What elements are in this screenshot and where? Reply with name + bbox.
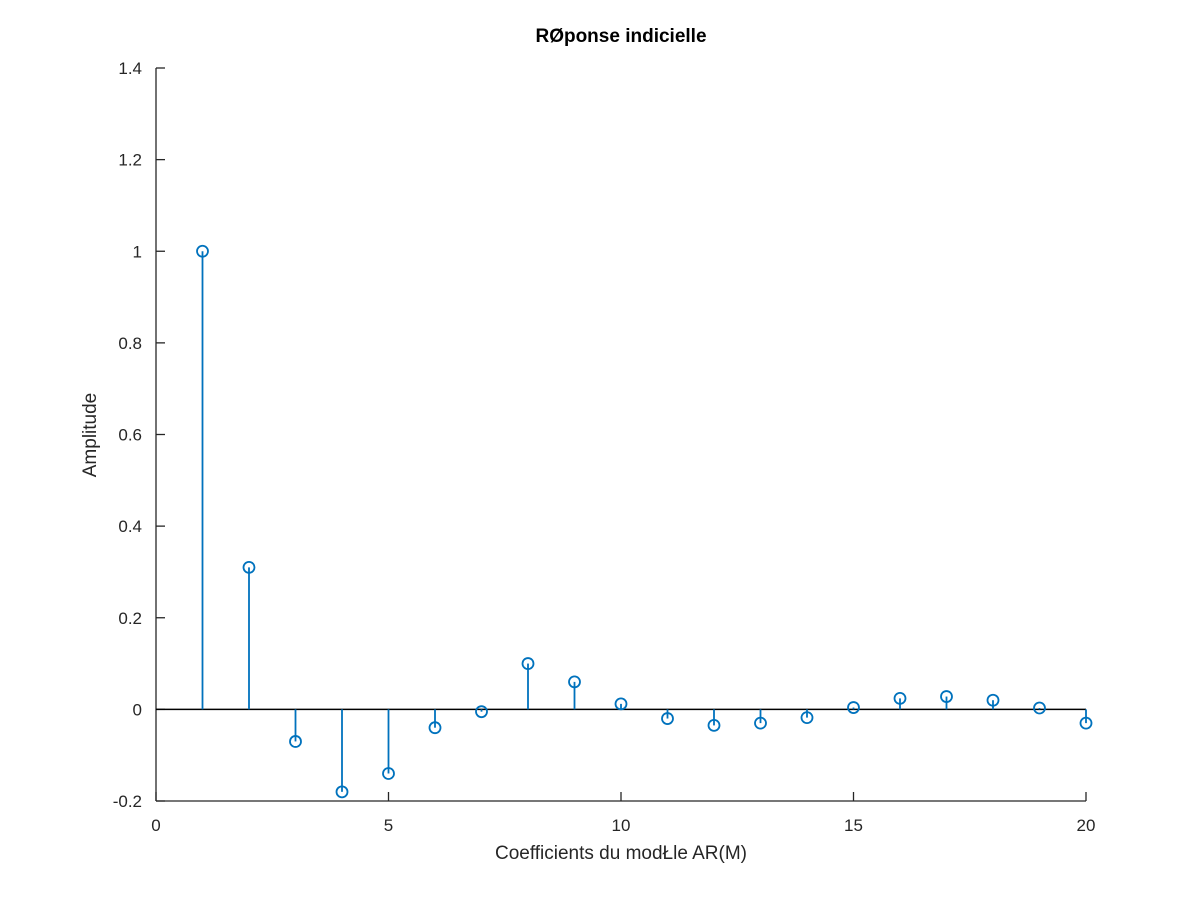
y-tick-label: 0 xyxy=(133,700,142,719)
stem-marker xyxy=(1033,701,1046,715)
stem-marker xyxy=(475,705,488,719)
axes: 0 5 10 15 20 -0.2 0 0.2 0.4 0.6 0.8 1 1.2 1.4 xyxy=(113,59,1096,835)
stem-marker xyxy=(335,785,349,799)
chart-title: RØponse indicielle xyxy=(535,26,706,47)
stem-marker xyxy=(661,712,674,725)
x-tick-label: 10 xyxy=(612,816,631,835)
y-tick-label: 0.4 xyxy=(118,517,142,536)
x-tick-label: 0 xyxy=(151,816,160,835)
y-tick-label: 1.4 xyxy=(118,59,142,78)
y-axis-title: Amplitude xyxy=(80,393,101,478)
stem-markers xyxy=(196,244,1093,799)
stem-marker xyxy=(196,244,209,258)
stem-marker xyxy=(893,691,907,705)
stem-marker xyxy=(242,560,256,574)
y-tick-label: 0.2 xyxy=(118,609,142,628)
stem-marker xyxy=(1079,716,1093,730)
stem-marker xyxy=(847,701,860,714)
stem-marker xyxy=(428,721,442,735)
x-tick-label: 20 xyxy=(1077,816,1096,835)
stem-marker xyxy=(754,716,767,730)
y-tick-label: 0.6 xyxy=(118,426,142,445)
y-tick-label: 1.2 xyxy=(118,151,142,170)
stem-marker xyxy=(568,675,581,689)
stem-marker xyxy=(986,693,1000,707)
y-tick-label: -0.2 xyxy=(113,792,142,811)
y-tick-label: 1 xyxy=(133,242,142,261)
stem-marker xyxy=(940,690,953,703)
stem-marker xyxy=(800,711,814,725)
stem-marker xyxy=(707,719,721,732)
x-tick-label: 15 xyxy=(844,816,863,835)
x-tick-label: 5 xyxy=(384,816,393,835)
stem-marker xyxy=(289,735,302,748)
stem-marker xyxy=(521,657,535,670)
stem-marker xyxy=(614,697,628,711)
y-tick-label: 0.8 xyxy=(118,334,142,353)
x-axis-title: Coefficients du modŁle AR(M) xyxy=(495,843,747,864)
stem-marker xyxy=(382,767,395,780)
